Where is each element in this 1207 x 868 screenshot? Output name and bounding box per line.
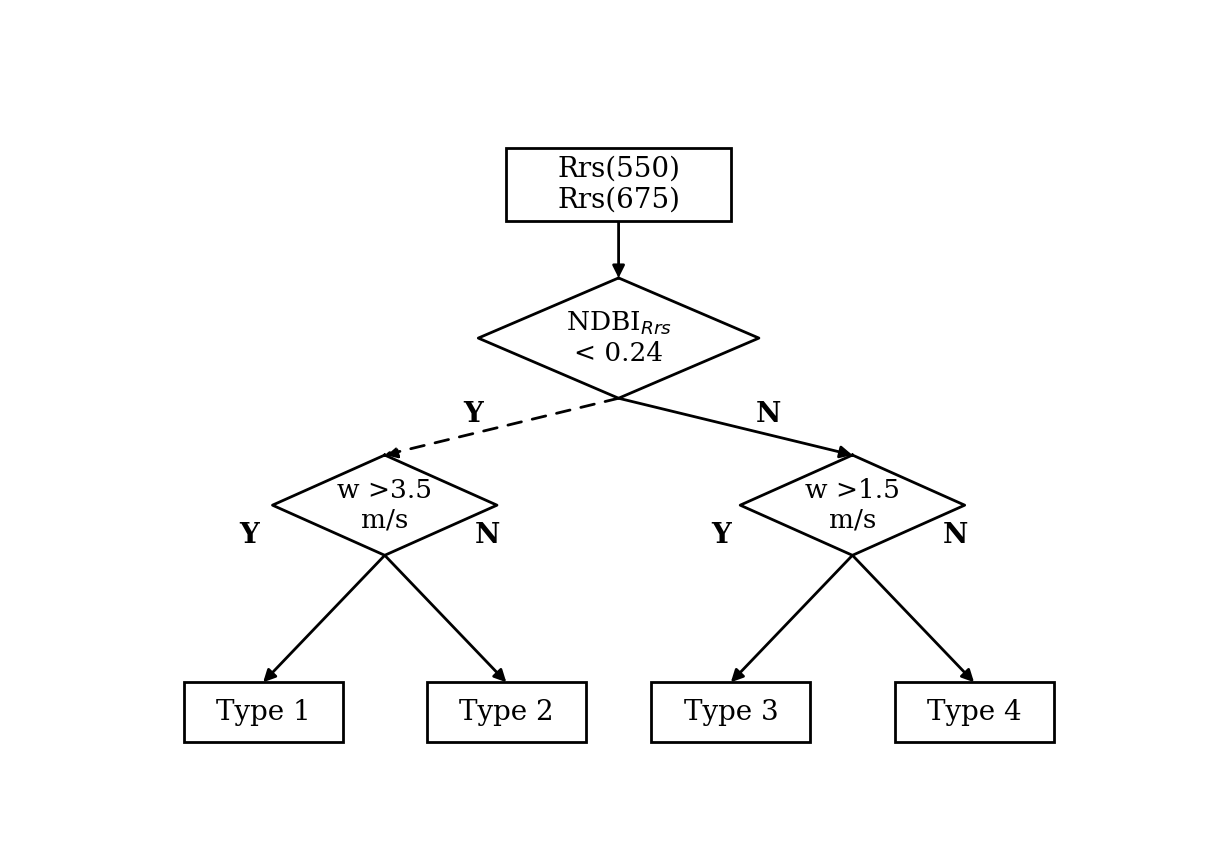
- Polygon shape: [478, 278, 759, 398]
- Text: Rrs(550)
Rrs(675): Rrs(550) Rrs(675): [558, 155, 680, 214]
- Text: Type 1: Type 1: [216, 699, 310, 726]
- FancyBboxPatch shape: [427, 682, 585, 742]
- Polygon shape: [273, 455, 497, 556]
- Text: Y: Y: [463, 401, 484, 429]
- FancyBboxPatch shape: [507, 148, 730, 221]
- Text: NDBI$_{Rrs}$
< 0.24: NDBI$_{Rrs}$ < 0.24: [566, 310, 671, 366]
- Text: Type 4: Type 4: [927, 699, 1021, 726]
- FancyBboxPatch shape: [183, 682, 343, 742]
- FancyBboxPatch shape: [652, 682, 810, 742]
- Text: w >3.5
m/s: w >3.5 m/s: [337, 478, 432, 532]
- Text: N: N: [756, 401, 781, 429]
- Text: N: N: [474, 522, 501, 549]
- Polygon shape: [740, 455, 964, 556]
- Text: N: N: [943, 522, 968, 549]
- Text: Y: Y: [712, 522, 731, 549]
- Text: Type 3: Type 3: [683, 699, 779, 726]
- Text: Type 2: Type 2: [459, 699, 554, 726]
- FancyBboxPatch shape: [894, 682, 1054, 742]
- Text: Y: Y: [239, 522, 260, 549]
- Text: w >1.5
m/s: w >1.5 m/s: [805, 478, 900, 532]
